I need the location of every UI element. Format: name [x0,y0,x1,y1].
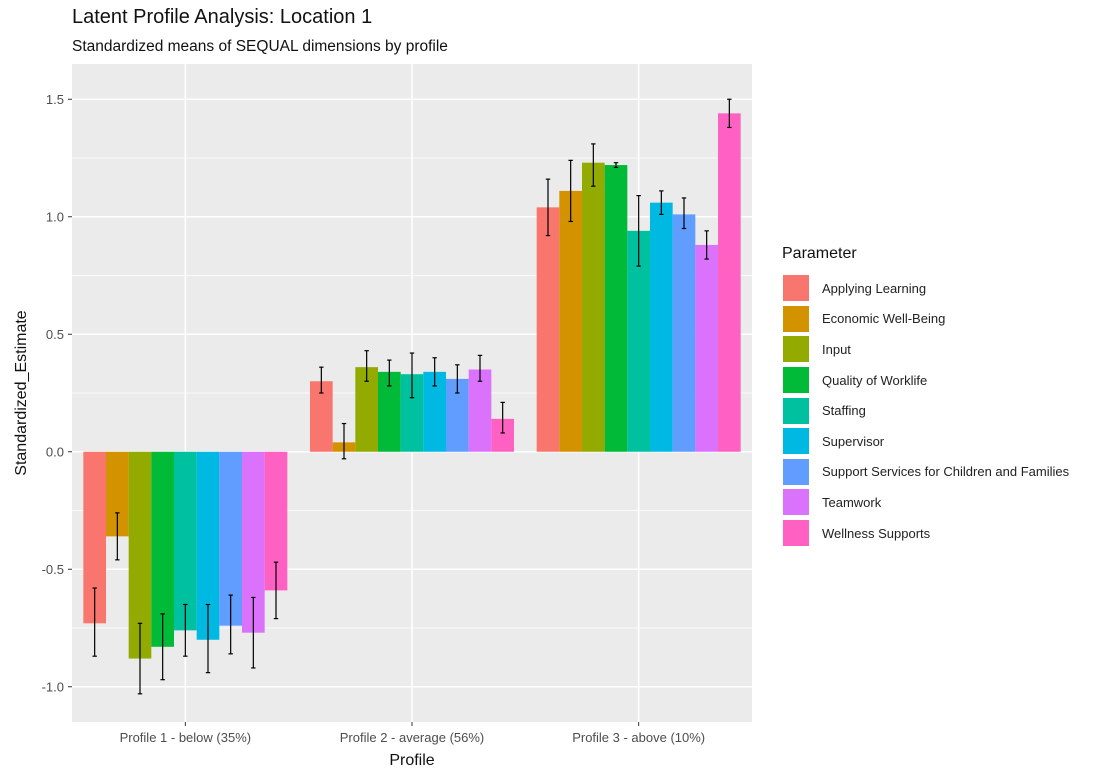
error-bar [727,98,732,129]
error-bar [183,603,188,657]
bar [196,451,220,640]
bar [718,113,741,452]
legend-key [782,519,810,548]
bar [672,214,696,452]
bar [378,371,401,452]
error-bar [205,603,211,674]
bar [536,207,560,452]
error-bar [659,190,664,215]
error-bar [228,594,233,655]
error-bar [455,364,460,394]
error-bar [613,162,619,168]
bar [582,162,605,452]
y-tick-label: -1.0 [42,679,64,694]
bar [310,381,333,452]
legend-key [782,396,810,425]
legend-item: Staffing [782,395,1069,426]
x-tick-label: Profile 3 - above (10%) [572,730,705,745]
legend-title: Parameter [782,245,857,262]
error-bar [160,613,165,681]
legend-label: Economic Well-Being [822,311,946,327]
error-bar [92,587,97,657]
x-tick-label: Profile 1 - below (35%) [120,730,252,745]
legend-item: Applying Learning [782,273,1069,304]
bar [446,378,469,452]
legend-label: Quality of Worklife [822,372,928,388]
legend: Parameter Applying Learning Economic Well… [782,245,1069,548]
bar [559,190,582,452]
error-bar [636,195,641,267]
legend-key [782,335,810,364]
y-tick-label: 1.0 [46,209,64,224]
error-bar [681,197,687,230]
bar [491,418,514,452]
legend-item: Support Services for Children and Famili… [782,457,1069,488]
legend-items: Applying Learning Economic Well-Being Inpu… [782,273,1069,548]
bar [400,374,424,452]
bar [423,371,446,452]
chart-subtitle: Standardized means of SEQUAL dimensions … [72,38,448,55]
bar [355,367,378,452]
legend-key [782,274,810,303]
error-bar [591,143,596,187]
error-bar [115,512,120,561]
legend-label: Supervisor [822,433,885,449]
legend-item: Quality of Worklife [782,365,1069,396]
legend-label: Applying Learning [822,280,927,296]
legend-label: Wellness Supports [822,525,931,541]
bar [83,451,106,624]
bar [695,244,718,452]
legend-label: Teamwork [822,494,882,510]
error-bar [319,366,324,394]
y-axis-title: Standardized_Estimate [13,310,30,476]
error-bar [409,352,415,399]
legend-item: Supervisor [782,426,1069,457]
y-tick-label: 0.0 [46,444,64,459]
bar [106,451,129,537]
bar [151,451,174,647]
error-bar [568,159,573,223]
y-tick-label: 1.5 [46,92,64,107]
legend-item: Input [782,334,1069,365]
bar [219,451,242,626]
bar [627,230,650,452]
error-bar [432,357,437,387]
bar [468,369,492,452]
error-bar [341,422,347,460]
error-bar [545,178,551,237]
chart-title: Latent Profile Analysis: Location 1 [72,6,373,28]
legend-label: Input [822,341,851,357]
legend-label: Support Services for Children and Famili… [822,464,1070,480]
bar [128,451,152,659]
error-bar [137,622,143,695]
bar [650,202,673,452]
error-bar [477,354,483,382]
legend-key [782,457,810,486]
y-tick-label: -0.5 [42,562,64,577]
bar [174,451,197,631]
legend-key [782,304,810,333]
y-tick-label: 0.5 [46,327,64,342]
legend-item: Economic Well-Being [782,304,1069,335]
bar [242,451,265,633]
bar [604,165,628,452]
x-axis-title: Profile [389,752,434,768]
legend-label: Staffing [822,403,866,419]
error-bar [364,350,369,382]
error-bar [704,230,709,260]
bar [264,451,288,591]
error-bar [273,561,279,620]
legend-key [782,366,810,395]
error-bar [500,401,505,434]
legend-item: Teamwork [782,487,1069,518]
x-tick-label: Profile 2 - average (56%) [340,730,485,745]
error-bar [387,359,392,387]
error-bar [251,596,256,669]
legend-item: Wellness Supports [782,518,1069,549]
legend-key [782,427,810,456]
legend-key [782,488,810,517]
